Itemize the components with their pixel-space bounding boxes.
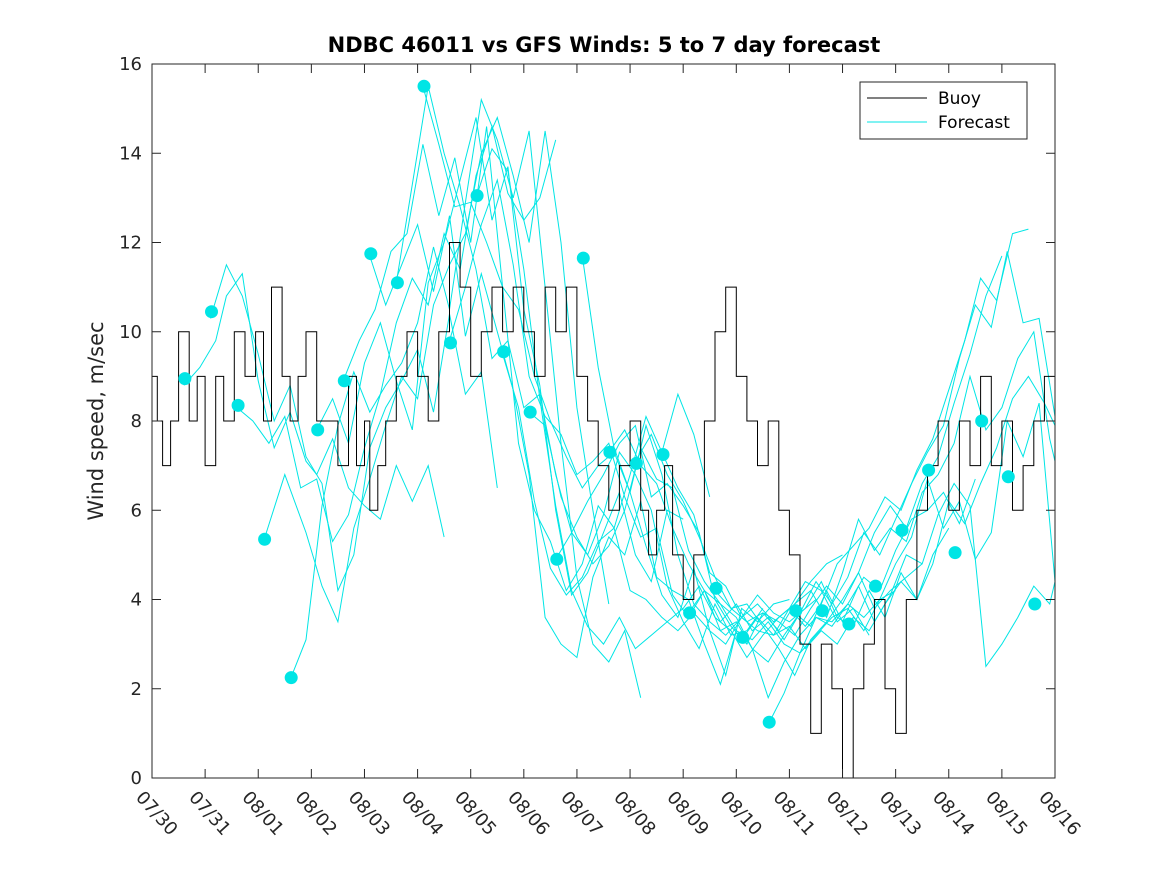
y-tick-label: 6 xyxy=(131,500,142,521)
forecast-marker-point xyxy=(550,552,564,566)
forecast-marker-point xyxy=(895,523,909,537)
forecast-marker-point xyxy=(948,546,962,560)
forecast-marker-point xyxy=(922,463,936,477)
forecast-marker-point xyxy=(842,617,856,631)
forecast-marker-point xyxy=(337,374,351,388)
y-tick-label: 12 xyxy=(119,233,142,254)
forecast-marker-point xyxy=(311,423,325,437)
legend: Buoy Forecast xyxy=(859,81,1028,140)
forecast-marker-point xyxy=(709,581,723,595)
buoy-line-group xyxy=(152,242,1056,779)
forecast-series-line xyxy=(502,353,870,645)
forecast-marker-point xyxy=(470,189,484,203)
forecast-marker-point xyxy=(789,604,803,618)
forecast-marker-point xyxy=(258,532,272,546)
forecast-marker-point xyxy=(815,604,829,618)
y-tick-label: 2 xyxy=(131,679,142,700)
y-axis: 0 2 4 6 8 10 12 14 16 xyxy=(119,54,1055,789)
legend-box xyxy=(859,81,1028,140)
forecast-series-line xyxy=(581,255,950,636)
y-tick-label: 0 xyxy=(131,768,142,789)
y-axis-label: Wind speed, m/sec xyxy=(84,321,108,520)
forecast-marker-point xyxy=(576,251,590,265)
y-tick-label: 8 xyxy=(131,411,142,432)
forecast-marker-point xyxy=(656,448,670,461)
legend-label-buoy: Buoy xyxy=(938,89,981,109)
y-tick-label: 16 xyxy=(119,54,142,75)
forecast-series-line xyxy=(236,124,557,543)
forecast-markers xyxy=(178,79,1042,729)
forecast-marker-point xyxy=(1001,470,1015,484)
axes-background xyxy=(152,64,1055,778)
forecast-series-line xyxy=(688,251,1056,641)
forecast-marker-point xyxy=(231,398,245,412)
plot-area xyxy=(151,63,1056,779)
forecast-marker-point xyxy=(762,715,776,729)
forecast-marker-point xyxy=(417,79,431,93)
forecast-marker-point xyxy=(523,405,537,419)
forecast-marker-point xyxy=(390,276,404,290)
forecast-marker-point xyxy=(683,606,697,620)
forecast-marker-point xyxy=(603,445,617,459)
forecast-series-line xyxy=(794,482,1056,668)
forecast-series-line xyxy=(741,375,1056,650)
forecast-marker-point xyxy=(205,305,218,319)
legend-label-forecast: Forecast xyxy=(938,113,1010,133)
forecast-marker-point xyxy=(869,579,882,593)
forecast-series-line xyxy=(395,86,764,650)
forecast-series-line xyxy=(183,272,445,538)
y-tick-label: 4 xyxy=(131,590,142,611)
forecast-marker-point xyxy=(1028,597,1042,611)
forecast-series-line xyxy=(369,215,737,686)
forecast-marker-point xyxy=(284,671,298,685)
chart-title: NDBC 46011 vs GFS Winds: 5 to 7 day fore… xyxy=(328,33,881,57)
buoy-series-line xyxy=(152,242,1056,779)
forecast-series-line xyxy=(449,178,817,663)
forecast-marker-point xyxy=(736,630,750,644)
forecast-marker-point xyxy=(364,247,378,261)
y-tick-label: 14 xyxy=(119,143,142,164)
forecast-marker-point xyxy=(444,336,457,350)
forecast-series-line xyxy=(634,255,1003,677)
forecast-series-line xyxy=(263,116,610,624)
forecast-marker-point xyxy=(629,456,643,470)
forecast-marker-point xyxy=(975,414,989,428)
y-tick-label: 10 xyxy=(119,322,142,343)
forecast-series-line xyxy=(422,86,790,678)
forecast-series-line xyxy=(342,126,711,592)
forecast-marker-point xyxy=(497,345,511,359)
forecast-marker-point xyxy=(178,372,192,386)
forecast-series-line xyxy=(714,330,1056,632)
